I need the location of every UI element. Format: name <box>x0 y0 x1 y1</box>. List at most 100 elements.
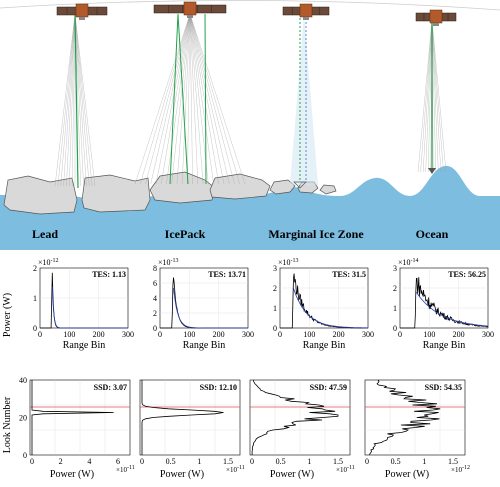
ice-floe-pack-2 <box>209 173 271 200</box>
tes-metric: TES: 56.25 <box>448 270 486 279</box>
x-exponent: ×10-11 <box>226 465 245 474</box>
beam-line <box>63 13 76 187</box>
waveform-panel-4: 0 100 200 300 0 1 2 3×10-14 TES: 56.25 Range Bin <box>393 258 494 351</box>
x-tick-label: 300 <box>122 330 134 339</box>
beam-line <box>431 19 447 173</box>
waveform-fit-line <box>293 288 368 329</box>
antenna <box>79 17 85 20</box>
beam-line <box>189 13 204 185</box>
stack-line <box>31 380 114 455</box>
beam-line <box>60 13 76 187</box>
x-tick-label: 0 <box>250 457 254 466</box>
beam-line <box>431 19 439 173</box>
beam-line <box>74 13 93 187</box>
tes-metric: TES: 1.13 <box>92 270 126 279</box>
x-exponent-power: -11 <box>237 465 245 471</box>
beam-line <box>69 13 76 187</box>
x-tick-label: 200 <box>453 330 465 339</box>
beam-line <box>150 13 191 185</box>
ice-floe-miz-3 <box>319 184 337 195</box>
x-axis-label: Power (W) <box>50 469 94 480</box>
waveform-panel-3: 0 100 200 300 0 1 2 3×10-13 TES: 31.5 Range Bin <box>273 258 374 351</box>
y-exponent: ×10-12 <box>38 258 59 267</box>
ice-floe-miz-1 <box>269 179 296 195</box>
x-tick-label: 1.5 <box>448 457 458 466</box>
x-tick-label: 200 <box>213 330 225 339</box>
x-tick-label: 1 <box>197 457 201 466</box>
beam-line <box>57 13 76 187</box>
beam-line <box>71 13 76 187</box>
x-tick-label: 200 <box>333 330 345 339</box>
y-exponent: ×10-14 <box>398 258 419 267</box>
y-tick-label: 3 <box>273 264 277 273</box>
x-tick-label: 0 <box>38 330 42 339</box>
ssd-metric: SSD: 12.10 <box>200 383 237 392</box>
beam-line <box>189 13 235 185</box>
x-axis-label: Power (W) <box>160 469 204 480</box>
beam-line <box>428 19 433 173</box>
beam-line <box>420 19 433 173</box>
radar-beams <box>54 13 447 189</box>
x-axis-label: Range Bin <box>423 340 466 351</box>
signal-ray-icepack <box>204 13 207 185</box>
x-tick-label: 0 <box>140 457 144 466</box>
beam-line <box>181 13 191 185</box>
y-tick-label: 2 <box>393 284 397 293</box>
stack-line <box>369 379 441 456</box>
satellite-body <box>75 3 89 18</box>
beam-line <box>189 13 193 185</box>
signal-ray-icepack <box>169 13 179 185</box>
x-tick-label: 0 <box>398 330 402 339</box>
waveform-ylabel: Power (W) <box>2 293 13 337</box>
beam-line <box>145 13 191 185</box>
beam-line <box>431 19 436 173</box>
x-axis-label: Range Bin <box>183 340 226 351</box>
satellite-ocean <box>415 9 457 26</box>
beam-line <box>189 13 225 185</box>
y-tick-label: 2 <box>153 309 157 318</box>
beam-fan-ocean <box>417 19 447 173</box>
y-tick-label: 0 <box>393 324 397 333</box>
x-exponent-power: -11 <box>127 465 135 471</box>
satellite-body <box>429 9 443 24</box>
x-exponent: ×10-12 <box>451 465 470 474</box>
x-tick-label: 0.5 <box>276 457 286 466</box>
waveform-panel-1: 0 100 200 300 0 1 2×10-12 TES: 1.13 Range Bin <box>33 258 134 351</box>
beam-line <box>166 13 191 185</box>
beam-line <box>422 19 433 173</box>
stack-line <box>141 380 224 455</box>
x-tick-label: 0.5 <box>391 457 401 466</box>
beam-line <box>431 19 444 173</box>
x-tick-label: 100 <box>63 330 75 339</box>
x-tick-label: 1 <box>307 457 311 466</box>
y-tick-label: 3 <box>393 264 397 273</box>
y-tick-label: 8 <box>153 264 157 273</box>
beam-line <box>74 13 96 187</box>
label-ocean: Ocean <box>416 227 449 241</box>
y-tick-label: 2 <box>33 264 37 273</box>
footprint-miz <box>293 181 307 189</box>
x-exponent: ×10-11 <box>116 465 135 474</box>
x-axis-label: Power (W) <box>385 469 429 480</box>
satellites <box>56 1 457 26</box>
satellite-icepack <box>153 1 227 18</box>
y-exponent-power: -13 <box>291 258 299 264</box>
ice-floe-lead-right <box>81 174 151 213</box>
waveform-fit-line <box>173 288 248 329</box>
x-tick-label: 100 <box>183 330 195 339</box>
stack-panel-3: 0 0.5 1 1.5×10-11 SSD: 47.59 Power (W) <box>249 379 355 480</box>
label-icepack: IcePack <box>165 227 206 241</box>
beam-line <box>134 13 191 185</box>
stack-line <box>251 379 339 455</box>
beam-line <box>74 13 84 187</box>
x-axis-label: Power (W) <box>270 469 314 480</box>
beam-line <box>431 19 442 173</box>
y-tick-label: 4 <box>153 294 157 303</box>
stack-ylabel: Look Number <box>2 396 13 453</box>
signal-ray-icepack <box>177 13 189 185</box>
x-tick-label: 0 <box>158 330 162 339</box>
x-exponent: ×10-11 <box>336 465 355 474</box>
beam-line <box>74 13 87 187</box>
